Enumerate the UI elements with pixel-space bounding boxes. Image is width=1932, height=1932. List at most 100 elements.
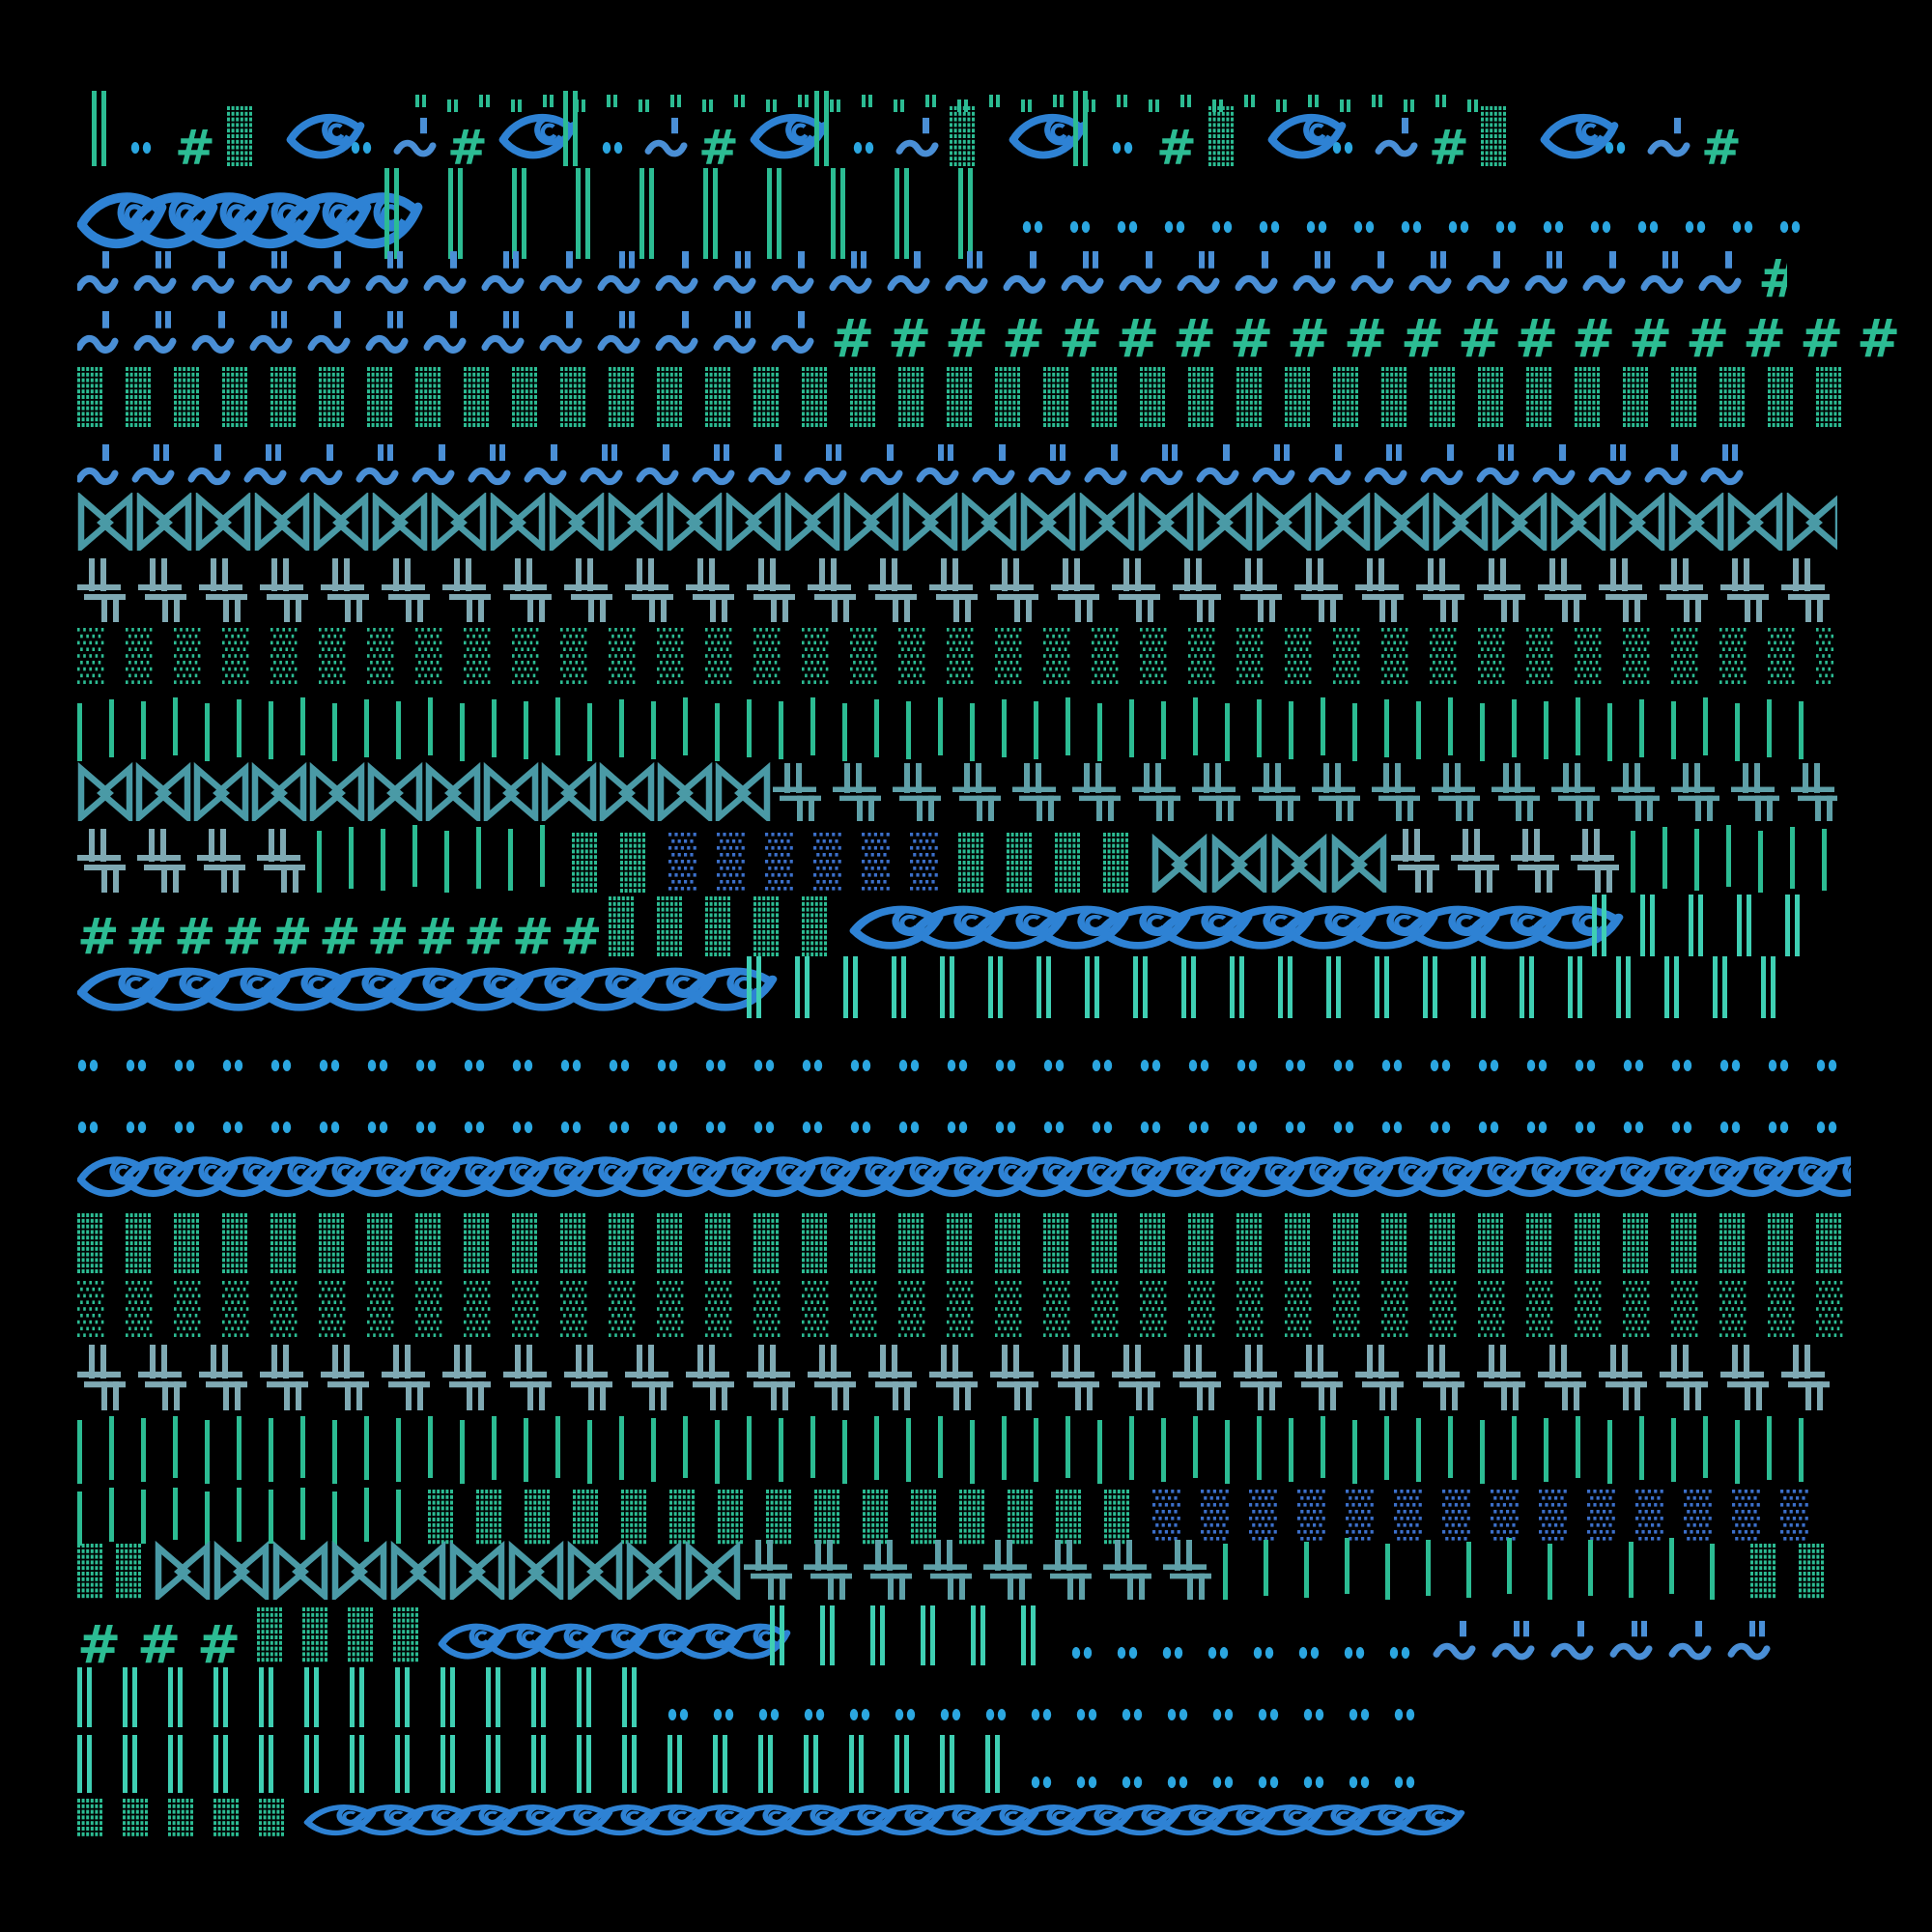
dotted-block-sparse-icon <box>1575 628 1623 684</box>
dotted-block-dense-icon <box>1285 367 1333 427</box>
single-bar-icon <box>444 831 476 893</box>
single-bar-icon <box>269 1490 300 1544</box>
eye-icon <box>743 1151 816 1202</box>
double-cross-icon <box>1103 1540 1163 1600</box>
bowtie-icon <box>541 761 599 821</box>
row-02-eyes-bars-dots <box>77 166 1850 259</box>
dotted-block-dense-icon <box>213 1799 259 1839</box>
dotted-block-sparse-icon <box>705 1281 753 1341</box>
hash-icon: # <box>77 908 120 956</box>
eye-icon <box>1392 1801 1465 1839</box>
row-20-crosses <box>77 1343 1835 1410</box>
tick-pair-icon <box>607 95 639 114</box>
single-bar-icon <box>1799 1418 1831 1482</box>
single-bar-icon <box>1576 1416 1607 1478</box>
tick-pair-icon <box>1053 95 1085 114</box>
eye-icon <box>1409 1151 1483 1202</box>
dotted-block-sparse-icon <box>1430 1281 1478 1341</box>
dot-pair-icon <box>898 1121 947 1134</box>
dotted-block-sparse-icon <box>1333 628 1381 684</box>
single-bar-icon <box>683 697 715 755</box>
dotted-block-sparse-icon <box>1671 1281 1719 1341</box>
double-bar-icon <box>795 956 843 1018</box>
tick-tilde-icon <box>972 442 1030 491</box>
eye-icon <box>493 1801 566 1839</box>
dotted-block-sparse-icon <box>1043 628 1092 684</box>
dotted-block-dense-icon <box>1481 106 1541 166</box>
double-cross-icon <box>1355 1345 1416 1410</box>
double-bar-icon <box>577 1735 622 1793</box>
dot-pair-icon <box>1092 1121 1140 1134</box>
eye-icon <box>624 962 717 1016</box>
dotted-block-dense-icon <box>415 1213 464 1273</box>
tick-tilde-icon <box>133 309 193 359</box>
bowtie-icon <box>608 493 667 551</box>
dot-pair-icon <box>1122 1708 1167 1721</box>
single-bar-icon <box>906 701 938 759</box>
dot-pair-icon <box>351 141 395 155</box>
double-cross-icon <box>1781 1345 1835 1410</box>
double-cross-icon <box>625 1345 686 1410</box>
hash-icon: # <box>1701 120 1742 166</box>
tick-tilde-icon <box>644 116 698 162</box>
single-bar-icon <box>970 703 1002 761</box>
double-bar-icon <box>1375 956 1423 1018</box>
double-cross-icon <box>138 1345 199 1410</box>
single-bar-icon <box>428 1416 460 1478</box>
double-cross-icon <box>564 558 625 622</box>
eye-icon <box>876 1151 950 1202</box>
single-bar-icon <box>524 1418 555 1482</box>
hash-icon: # <box>175 120 215 166</box>
dotted-block-dense-icon <box>1188 1213 1236 1273</box>
dot-pair-icon <box>1719 1059 1768 1072</box>
dotted-block-dense-icon <box>753 1213 802 1273</box>
double-bar-icon <box>350 1735 395 1793</box>
dotted-block-navy-icon <box>1346 1490 1394 1546</box>
eye-icon <box>432 1151 505 1202</box>
single-bar-icon <box>396 1490 428 1544</box>
double-cross-icon <box>1043 1540 1103 1600</box>
double-bar-icon <box>958 168 1022 259</box>
bowtie-icon <box>490 493 549 551</box>
tick-tilde-icon <box>1727 1619 1788 1665</box>
double-cross-icon <box>1234 1345 1294 1410</box>
tick-pair-icon <box>1372 95 1404 114</box>
single-bar-icon <box>1257 1416 1289 1480</box>
bowtie-icon <box>843 493 902 551</box>
dotted-block-dense-icon <box>898 367 947 427</box>
dotted-block-sparse-icon <box>126 1281 174 1341</box>
dotted-block-dense-icon <box>1140 367 1188 427</box>
eye-icon <box>1009 108 1088 164</box>
dotted-block-dense-icon <box>766 1490 814 1546</box>
hash-icon: # <box>1458 308 1502 360</box>
single-bar-icon <box>1065 697 1097 755</box>
dotted-block-sparse-icon <box>898 628 947 684</box>
hash-icon: # <box>1800 308 1844 360</box>
hash-icon: # <box>464 908 506 956</box>
tick-tilde-icon <box>187 442 245 491</box>
single-bar-icon <box>300 1488 332 1540</box>
double-cross-icon <box>1173 1345 1234 1410</box>
dotted-block-navy-icon <box>1394 1490 1442 1546</box>
double-cross-icon <box>1599 1345 1660 1410</box>
dot-pair-icon <box>1623 1059 1671 1072</box>
double-bar-icon <box>1181 956 1230 1018</box>
double-bar-icon <box>1761 956 1809 1018</box>
dotted-block-dense-icon <box>1575 1213 1623 1273</box>
single-bar-icon <box>1225 1420 1257 1484</box>
dot-pair-icon <box>1117 1646 1162 1660</box>
dotted-block-sparse-icon <box>1188 1281 1236 1341</box>
eye-icon <box>445 1801 519 1839</box>
single-bar-icon <box>269 1418 300 1482</box>
bowtie-icon <box>77 493 136 551</box>
single-bar-icon <box>396 1418 428 1482</box>
double-cross-icon <box>625 558 686 622</box>
dotted-block-sparse-icon <box>947 628 995 684</box>
dotted-block-dense-icon <box>302 1607 348 1665</box>
single-bar-icon <box>1225 703 1257 761</box>
single-bar-icon <box>300 697 332 755</box>
dotted-block-sparse-icon <box>77 1281 126 1341</box>
dotted-block-navy-icon <box>1539 1490 1587 1546</box>
row-19-sparse-blocks <box>77 1275 1855 1341</box>
dotted-block-dense-icon <box>705 896 753 956</box>
